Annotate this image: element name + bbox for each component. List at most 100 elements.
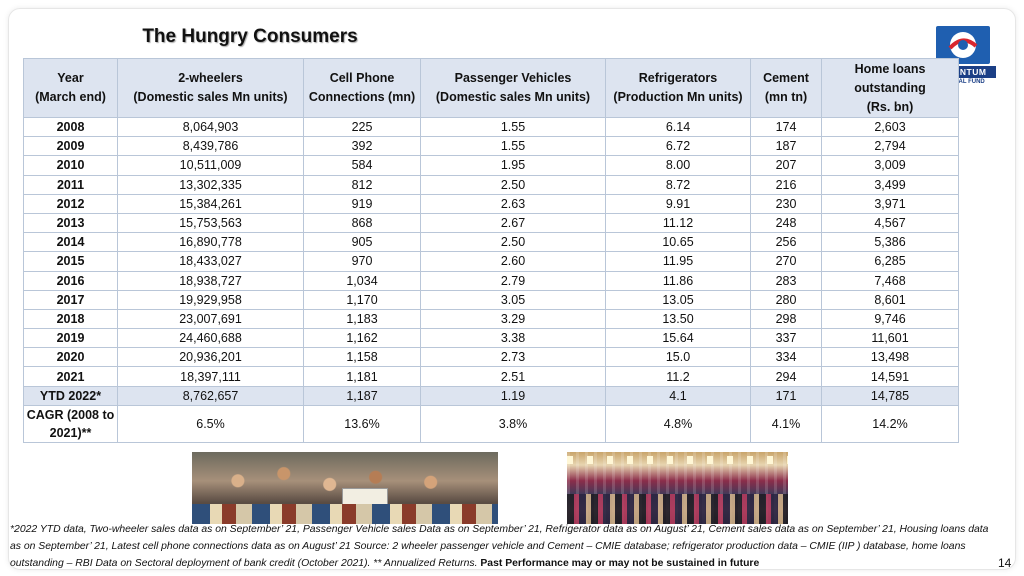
column-header: 2-wheelers (Domestic sales Mn units) [117,58,304,118]
table-cell: 337 [750,328,822,349]
table-cell: 3,009 [821,155,959,176]
footnote: *2022 YTD data, Two-wheeler sales data a… [10,521,1000,572]
table-row: 2018 23,007,691 1,183 3.29 13.50 298 9,746 [23,308,959,330]
table-cell: 18,433,027 [117,251,304,272]
row-label-cell: 2016 [23,270,118,291]
footnote-text: *2022 YTD data, Two-wheeler sales data a… [10,524,989,569]
table-cell: 334 [750,347,822,368]
table-row: 2011 13,302,335 812 2.50 8.72 216 3,499 [23,174,959,195]
table-row: 2016 18,938,727 1,034 2.79 11.86 283 7,468 [23,270,959,291]
table-row: 2008 8,064,903 225 1.55 6.14 174 2,603 [23,116,959,138]
table-cell: 294 [750,366,822,387]
table-cell: 225 [303,116,421,138]
table-cell: 4.1 [605,385,751,406]
table-cell: 2.50 [420,232,606,253]
table-row: 2015 18,433,027 970 2.60 11.95 270 6,285 [23,251,959,272]
table-cell: 10.65 [605,232,751,253]
column-header-line: Passenger Vehicles [454,71,572,85]
column-header-line: Connections (mn) [308,90,416,104]
row-label-cell: 2020 [23,347,118,368]
table-cell: 11.12 [605,212,751,234]
row-label-cell: 2010 [23,155,118,176]
table-cell: 3.29 [420,308,606,330]
row-label-cell: 2018 [23,308,118,330]
table-cell: 1,158 [303,347,421,368]
column-header: Home loans outstanding (Rs. bn) [821,58,959,118]
row-label-cell: 2019 [23,328,118,349]
table-cell: 3,971 [821,193,959,214]
table-cell: 9,746 [821,308,959,330]
table-cell: 13.05 [605,289,751,310]
table-cell: 1.19 [420,385,606,406]
table-cell: 13.6% [303,404,421,443]
table-cell: 3.8% [420,404,606,443]
column-header-line: Home loans [854,61,926,76]
row-label-cell: 2014 [23,232,118,253]
table-cell: 1,187 [303,385,421,406]
table-cell: 1,162 [303,328,421,349]
table-cell: 868 [303,212,421,234]
table-cell: 187 [750,136,822,157]
disclaimer-text: Past Performance may or may not be susta… [480,558,760,569]
row-label-cell: 2021 [23,366,118,387]
table-cell: 298 [750,308,822,330]
table-cell: 7,468 [821,270,959,291]
column-header-line: (mn tn) [764,90,808,104]
crowd-foreground [192,504,498,524]
column-header-line: Year [57,71,84,85]
table-cell: 15.0 [605,347,751,368]
table-cell: 905 [303,232,421,253]
table-row: 2020 20,936,201 1,158 2.73 15.0 334 13,498 [23,347,959,368]
column-header-line: (Production Mn units) [613,90,743,104]
table-cell: 23,007,691 [117,308,304,330]
table-cell: 8,601 [821,289,959,310]
table-cell: 970 [303,251,421,272]
table-cell: 15.64 [605,328,751,349]
table-cell: 11,601 [821,328,959,349]
table-cell: 392 [303,136,421,157]
consumer-data-table: Year (March end) 2-wheelers (Domestic sales… [23,58,959,443]
slide-title: The Hungry Consumers [142,26,358,47]
column-header: Passenger Vehicles (Domestic sales Mn uni… [420,58,606,118]
table-cell: 13,498 [821,347,959,368]
table-cell: 8.72 [605,174,751,195]
table-cell: 8,064,903 [117,116,304,138]
table-cell: 6.5% [117,404,304,443]
table-cell: 5,386 [821,232,959,253]
crowd-photo-market [567,452,788,524]
table-cell: 13,302,335 [117,174,304,195]
table-cell: 4.1% [750,404,822,443]
page-number: 14 [998,556,1012,570]
column-header: Refrigerators (Production Mn units) [605,58,751,118]
table-header-row: Year (March end) 2-wheelers (Domestic sales… [23,58,959,118]
table-row: 2009 8,439,786 392 1.55 6.72 187 2,794 [23,136,959,157]
table-cell: 3.38 [420,328,606,349]
table-cell: 18,938,727 [117,270,304,291]
table-cell: 207 [750,155,822,176]
table-cell: 4.8% [605,404,751,443]
table-cell: 812 [303,174,421,195]
table-cell: 2.67 [420,212,606,234]
column-header-line: (Domestic sales Mn units) [133,90,288,104]
column-header-line: (March end) [35,90,106,104]
table-cell: 8,439,786 [117,136,304,157]
row-label-cell: 2017 [23,289,118,310]
column-header: Cement (mn tn) [750,58,822,118]
column-header-line: (Rs. bn) [866,99,914,114]
table-cell: 6,285 [821,251,959,272]
cagr-row: CAGR (2008 to 2021)** 6.5% 13.6% 3.8% 4.8% 4.… [23,404,959,443]
table-cell: 9.91 [605,193,751,214]
table-row: 2021 18,397,111 1,181 2.51 11.2 294 14,591 [23,366,959,387]
table-cell: 283 [750,270,822,291]
table-cell: 216 [750,174,822,195]
table-cell: 20,936,201 [117,347,304,368]
table-cell: 174 [750,116,822,138]
table-row: 2014 16,890,778 905 2.50 10.65 256 5,386 [23,232,959,253]
market-crowd [567,494,788,524]
column-header: Year (March end) [23,58,118,118]
table-cell: 3.05 [420,289,606,310]
table-cell: 1.95 [420,155,606,176]
table-cell: 256 [750,232,822,253]
logo-sub-text: MUTUAL FUND [941,79,985,85]
column-header-line: 2-wheelers [178,71,243,85]
